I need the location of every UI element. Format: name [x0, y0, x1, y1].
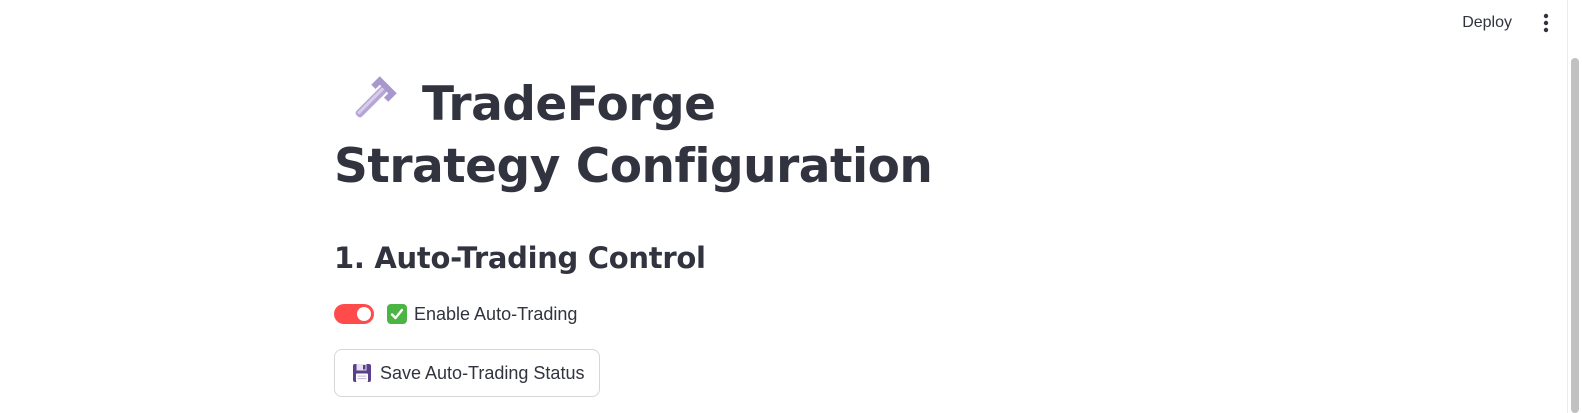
auto-trading-toggle-label: Enable Auto-Trading	[414, 303, 578, 324]
deploy-button[interactable]: Deploy	[1452, 10, 1522, 36]
auto-trading-toggle-row[interactable]: Enable Auto-Trading	[334, 302, 577, 326]
auto-trading-toggle[interactable]	[334, 304, 374, 324]
scrollbar-thumb[interactable]	[1571, 58, 1579, 413]
vertical-ellipsis-icon	[1543, 13, 1549, 33]
header-toolbar: Deploy	[1452, 0, 1560, 46]
save-auto-trading-status-button[interactable]: Save Auto-Trading Status	[334, 349, 601, 397]
page-title: TradeForge Strategy Configuration	[334, 74, 954, 198]
main-menu-button[interactable]	[1532, 9, 1560, 37]
save-button-label: Save Auto-Trading Status	[380, 362, 585, 383]
section-title-auto-trading: 1. Auto-Trading Control	[334, 241, 706, 275]
page-title-text: TradeForge Strategy Configuration	[334, 77, 933, 194]
toggle-knob	[357, 307, 371, 321]
floppy-disk-icon	[353, 364, 371, 382]
check-mark-button-icon	[387, 304, 407, 324]
wrench-icon	[355, 76, 397, 118]
vertical-scrollbar[interactable]	[1567, 0, 1582, 413]
